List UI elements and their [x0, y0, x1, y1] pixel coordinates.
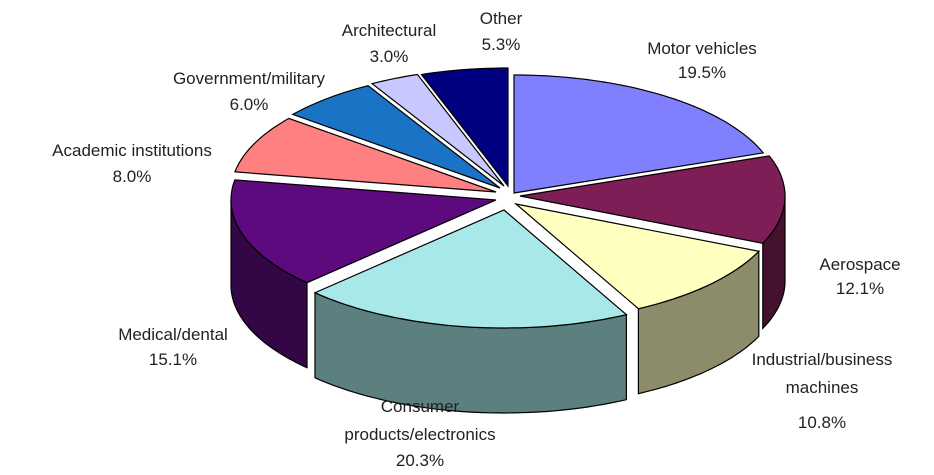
pie-slices [230, 67, 786, 414]
slice-academic-institutions [234, 117, 497, 193]
label-medical-dental: Medical/dental [118, 325, 228, 344]
label-aerospace: Aerospace [819, 255, 900, 274]
slice-industrial-business-machines [513, 202, 761, 310]
value-motor-vehicles: 19.5% [678, 63, 726, 82]
value-academic-institutions: 8.0% [113, 167, 152, 186]
slice-aerospace [519, 155, 786, 244]
value-architectural: 3.0% [370, 47, 409, 66]
slice-government-military [291, 85, 501, 189]
slice-medical-dental [230, 179, 497, 284]
slice-consumer-products-electronics [313, 209, 628, 329]
value-consumer-products-electronics: 20.3% [396, 451, 444, 470]
value-government-military: 6.0% [230, 95, 269, 114]
label-motor-vehicles: Motor vehicles [647, 39, 757, 58]
label-academic-institutions: Academic institutions [52, 141, 212, 160]
value-other: 5.3% [482, 35, 521, 54]
label-industrial-business-machines: Industrial/business machines [752, 350, 893, 397]
label-architectural: Architectural [342, 21, 436, 40]
label-other: Other [480, 9, 523, 28]
pie-labels: Motor vehicles 19.5% Aerospace 12.1% Ind… [52, 9, 900, 470]
label-consumer-products-electronics: Consumer products/electronics [344, 397, 495, 444]
slice-architectural [370, 73, 505, 187]
value-medical-dental: 15.1% [149, 350, 197, 369]
value-industrial-business-machines: 10.8% [798, 413, 846, 432]
label-government-military: Government/military [173, 69, 326, 88]
slice-motor-vehicles [513, 74, 765, 194]
slice-other [420, 67, 509, 188]
value-aerospace: 12.1% [836, 279, 884, 298]
